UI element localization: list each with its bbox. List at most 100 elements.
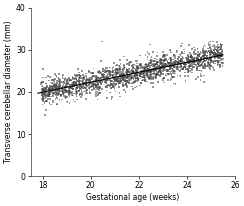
Point: [70, 85, 74, 89]
Point: [171, 72, 175, 75]
Point: [44, 94, 48, 97]
Point: [160, 64, 164, 67]
Point: [87, 87, 91, 90]
Point: [197, 57, 201, 61]
Point: [92, 74, 95, 78]
Point: [155, 67, 159, 70]
Point: [139, 81, 143, 84]
Point: [202, 54, 206, 57]
Point: [71, 81, 74, 84]
Point: [142, 70, 146, 74]
Point: [64, 86, 68, 89]
Point: [187, 43, 191, 47]
Point: [99, 82, 103, 85]
Point: [100, 87, 104, 91]
Point: [138, 64, 142, 67]
Point: [150, 77, 153, 80]
Point: [106, 76, 110, 79]
Point: [191, 69, 194, 72]
Point: [154, 73, 158, 77]
Point: [105, 76, 109, 79]
Point: [158, 69, 162, 72]
Point: [65, 100, 69, 104]
Point: [89, 81, 92, 84]
Point: [159, 70, 163, 74]
Point: [164, 64, 168, 67]
Point: [114, 64, 118, 67]
Point: [93, 79, 97, 82]
Point: [59, 95, 63, 98]
Point: [142, 75, 146, 78]
Point: [147, 65, 151, 68]
Point: [98, 79, 102, 82]
Point: [120, 77, 124, 80]
Point: [139, 70, 143, 73]
Point: [42, 95, 46, 98]
Point: [208, 43, 212, 46]
Point: [134, 75, 138, 78]
Point: [169, 49, 173, 53]
Point: [187, 61, 191, 64]
Point: [137, 66, 141, 69]
Point: [135, 65, 139, 69]
Point: [98, 81, 102, 84]
Point: [41, 92, 45, 95]
Point: [201, 49, 205, 53]
Point: [163, 63, 167, 67]
Point: [127, 78, 131, 82]
Point: [78, 76, 82, 79]
Point: [206, 50, 210, 53]
Point: [49, 81, 52, 84]
Point: [42, 89, 46, 92]
Point: [207, 61, 211, 64]
Point: [121, 76, 125, 79]
Point: [157, 71, 161, 74]
Point: [154, 68, 158, 71]
Point: [71, 88, 75, 91]
Point: [70, 79, 73, 82]
Point: [210, 61, 214, 64]
Point: [169, 64, 173, 67]
Point: [141, 75, 145, 79]
Point: [90, 78, 94, 81]
Point: [49, 90, 53, 94]
Point: [71, 87, 75, 91]
Point: [45, 99, 49, 102]
Point: [180, 61, 184, 64]
Point: [182, 56, 185, 60]
Point: [64, 82, 68, 85]
Point: [75, 84, 79, 87]
Point: [97, 89, 101, 92]
Point: [218, 52, 222, 55]
Point: [180, 51, 184, 55]
Point: [102, 76, 106, 79]
Point: [104, 70, 108, 73]
Point: [178, 60, 182, 63]
Point: [169, 58, 173, 62]
Point: [213, 53, 217, 56]
Point: [207, 63, 211, 66]
Point: [41, 95, 45, 98]
Point: [122, 73, 126, 76]
Point: [143, 67, 147, 71]
Point: [213, 52, 217, 55]
Point: [169, 59, 173, 62]
Point: [192, 66, 196, 69]
Point: [202, 56, 206, 59]
Point: [142, 66, 146, 69]
Point: [108, 73, 112, 76]
Point: [71, 82, 74, 85]
Point: [84, 83, 88, 87]
Point: [115, 80, 119, 83]
Point: [212, 68, 216, 72]
Point: [170, 62, 173, 65]
Point: [64, 89, 68, 92]
Point: [146, 67, 150, 70]
Point: [105, 75, 109, 78]
Point: [129, 69, 133, 72]
Point: [217, 56, 221, 60]
Point: [117, 85, 121, 89]
Point: [66, 81, 70, 84]
Point: [211, 51, 215, 55]
Point: [206, 47, 210, 50]
